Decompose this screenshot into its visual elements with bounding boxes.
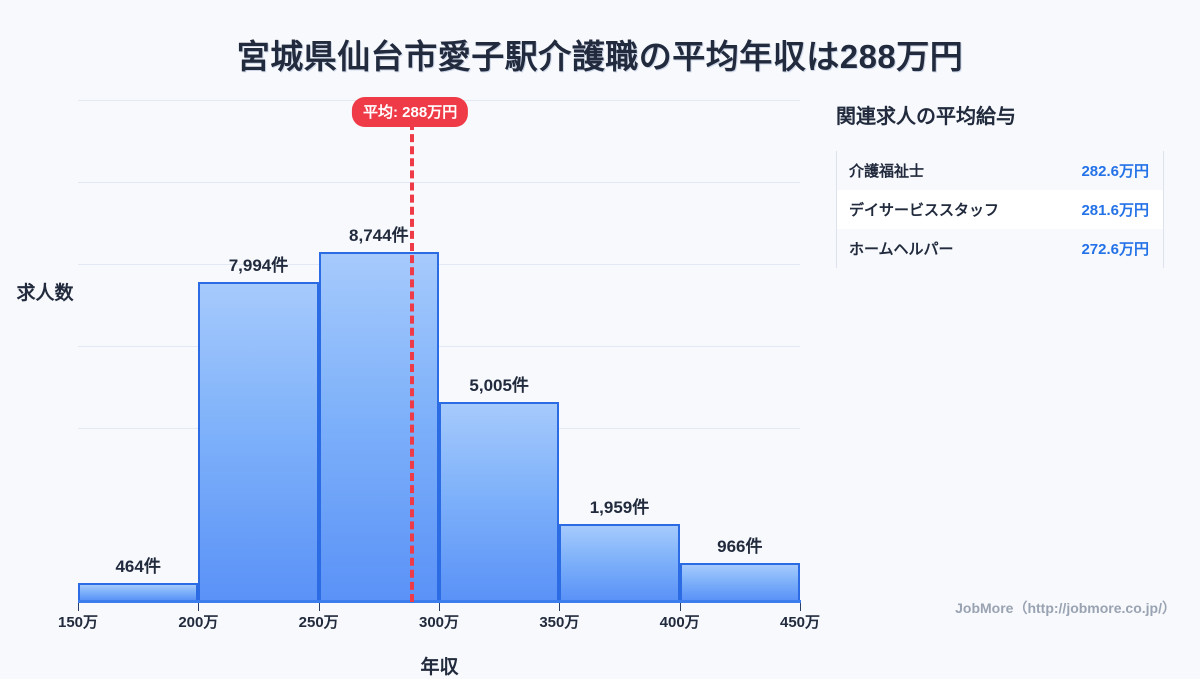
bar-slot: 966件 (679, 252, 800, 602)
gridline (78, 182, 800, 183)
x-tick-label: 250万 (298, 614, 339, 631)
x-axis-line (78, 600, 801, 603)
gridline (78, 264, 800, 265)
salary-row-name: 介護福祉士 (849, 163, 925, 180)
salary-row-value: 281.6万円 (1081, 202, 1149, 219)
histogram-bar[interactable] (679, 563, 800, 602)
salary-row-name: ホームヘルパー (849, 241, 954, 258)
histogram-bar[interactable] (439, 401, 560, 602)
x-tick-label: 350万 (539, 614, 580, 631)
average-badge: 平均: 288万円 (352, 97, 469, 127)
bar-slot: 464件 (78, 252, 199, 602)
bar-value-label: 966件 (717, 537, 763, 557)
salary-row[interactable]: ホームヘルパー 272.6万円 (837, 229, 1163, 268)
bar-value-label: 5,005件 (469, 375, 529, 395)
x-tick (318, 603, 320, 611)
related-salary-panel: 関連求人の平均給与 介護福祉士 282.6万円デイサービススタッフ 281.6万円ホ… (836, 100, 1166, 268)
bar-value-label: 7,994件 (228, 256, 289, 276)
x-axis-title: 年収 (420, 657, 459, 678)
x-tick (439, 603, 440, 611)
histogram-bar[interactable] (559, 523, 680, 602)
salary-row-value: 282.6万円 (1081, 163, 1149, 180)
bar-value-label: 1,959件 (589, 497, 650, 517)
salary-row[interactable]: デイサービススタッフ 281.6万円 (837, 190, 1163, 229)
bar-slot: 1,959件 (559, 252, 680, 602)
x-tick (559, 603, 561, 611)
x-tick-label: 150万 (57, 614, 99, 631)
x-tick-label: 200万 (178, 614, 219, 631)
x-tick (800, 603, 801, 611)
histogram-chart: 求人数 464件 7,994件 8,744件 5,005件 1,959件 966件 150… (0, 90, 820, 678)
page-title: 宮城県仙台市愛子駅介護職の平均年収は288万円 (236, 38, 964, 75)
histogram-bar[interactable] (318, 252, 439, 602)
salary-row-value: 272.6万円 (1081, 241, 1149, 258)
related-salary-title: 関連求人の平均給与 (836, 106, 1016, 128)
x-tick (198, 603, 200, 611)
x-tick-label: 400万 (659, 614, 700, 631)
bar-slot: 5,005件 (439, 252, 560, 602)
salary-row[interactable]: 介護福祉士 282.6万円 (837, 151, 1163, 190)
bar-slot: 7,994件 (198, 252, 319, 602)
salary-row-name: デイサービススタッフ (849, 202, 1000, 219)
histogram-bar[interactable] (198, 282, 319, 602)
footer-credit: JobMore（http://jobmore.co.jp/） (955, 600, 1176, 616)
x-tick (679, 603, 681, 611)
x-tick-label: 450万 (779, 614, 821, 631)
x-tick (78, 603, 79, 611)
related-salary-table: 介護福祉士 282.6万円デイサービススタッフ 281.6万円ホームヘルパー 272.… (836, 151, 1164, 268)
x-tick-label: 300万 (418, 614, 460, 631)
bar-value-label: 464件 (115, 557, 161, 577)
plot-area: 464件 7,994件 8,744件 5,005件 1,959件 966件 (78, 100, 800, 602)
bar-slot: 8,744件 (318, 226, 439, 602)
gridline (78, 346, 800, 347)
average-line (410, 122, 415, 602)
bar-series: 464件 7,994件 8,744件 5,005件 1,959件 966件 (78, 226, 800, 602)
bar-value-label: 8,744件 (349, 226, 409, 245)
y-axis-title: 求人数 (16, 283, 74, 304)
